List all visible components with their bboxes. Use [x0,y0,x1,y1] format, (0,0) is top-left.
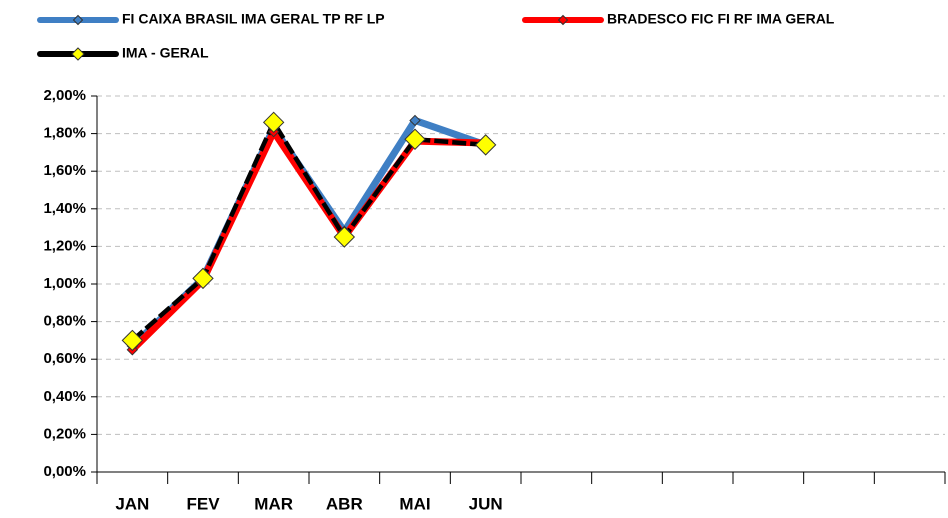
y-tick-label: 0,80% [43,313,86,330]
legend-label: IMA - GERAL [122,45,209,61]
point-marker [474,134,497,156]
point-marker [192,267,214,290]
legend-marker [71,47,85,61]
series-line [129,128,486,353]
point-marker [262,111,285,134]
y-tick-label: 0,00% [43,463,86,480]
legend-label: BRADESCO FIC FI RF IMA GERAL [607,11,835,27]
point-marker [409,114,421,127]
y-tick-label: 1,40% [43,200,86,217]
y-tick-label: 1,80% [43,125,86,142]
point-marker [333,226,356,248]
x-tick-label: MAR [254,494,293,513]
x-tick-label: MAI [399,494,430,513]
x-tick-label: ABR [326,494,363,513]
y-tick-label: 0,40% [43,388,86,405]
legend-marker [72,14,84,26]
legend-marker [557,14,569,26]
x-tick-label: JAN [115,494,149,513]
y-tick-label: 2,00% [43,87,86,104]
y-tick-label: 1,20% [43,237,86,254]
y-tick-label: 0,20% [43,425,86,442]
legend-label: FI CAIXA BRASIL IMA GERAL TP RF LP [122,11,385,27]
y-tick-label: 1,60% [43,162,86,179]
series-line [130,120,486,343]
y-tick-label: 1,00% [43,275,86,292]
x-tick-label: JUN [469,494,503,513]
point-marker [404,128,426,150]
x-tick-label: FEV [186,494,220,513]
series-line [129,116,487,349]
point-marker [121,329,144,352]
y-tick-label: 0,60% [43,350,86,367]
